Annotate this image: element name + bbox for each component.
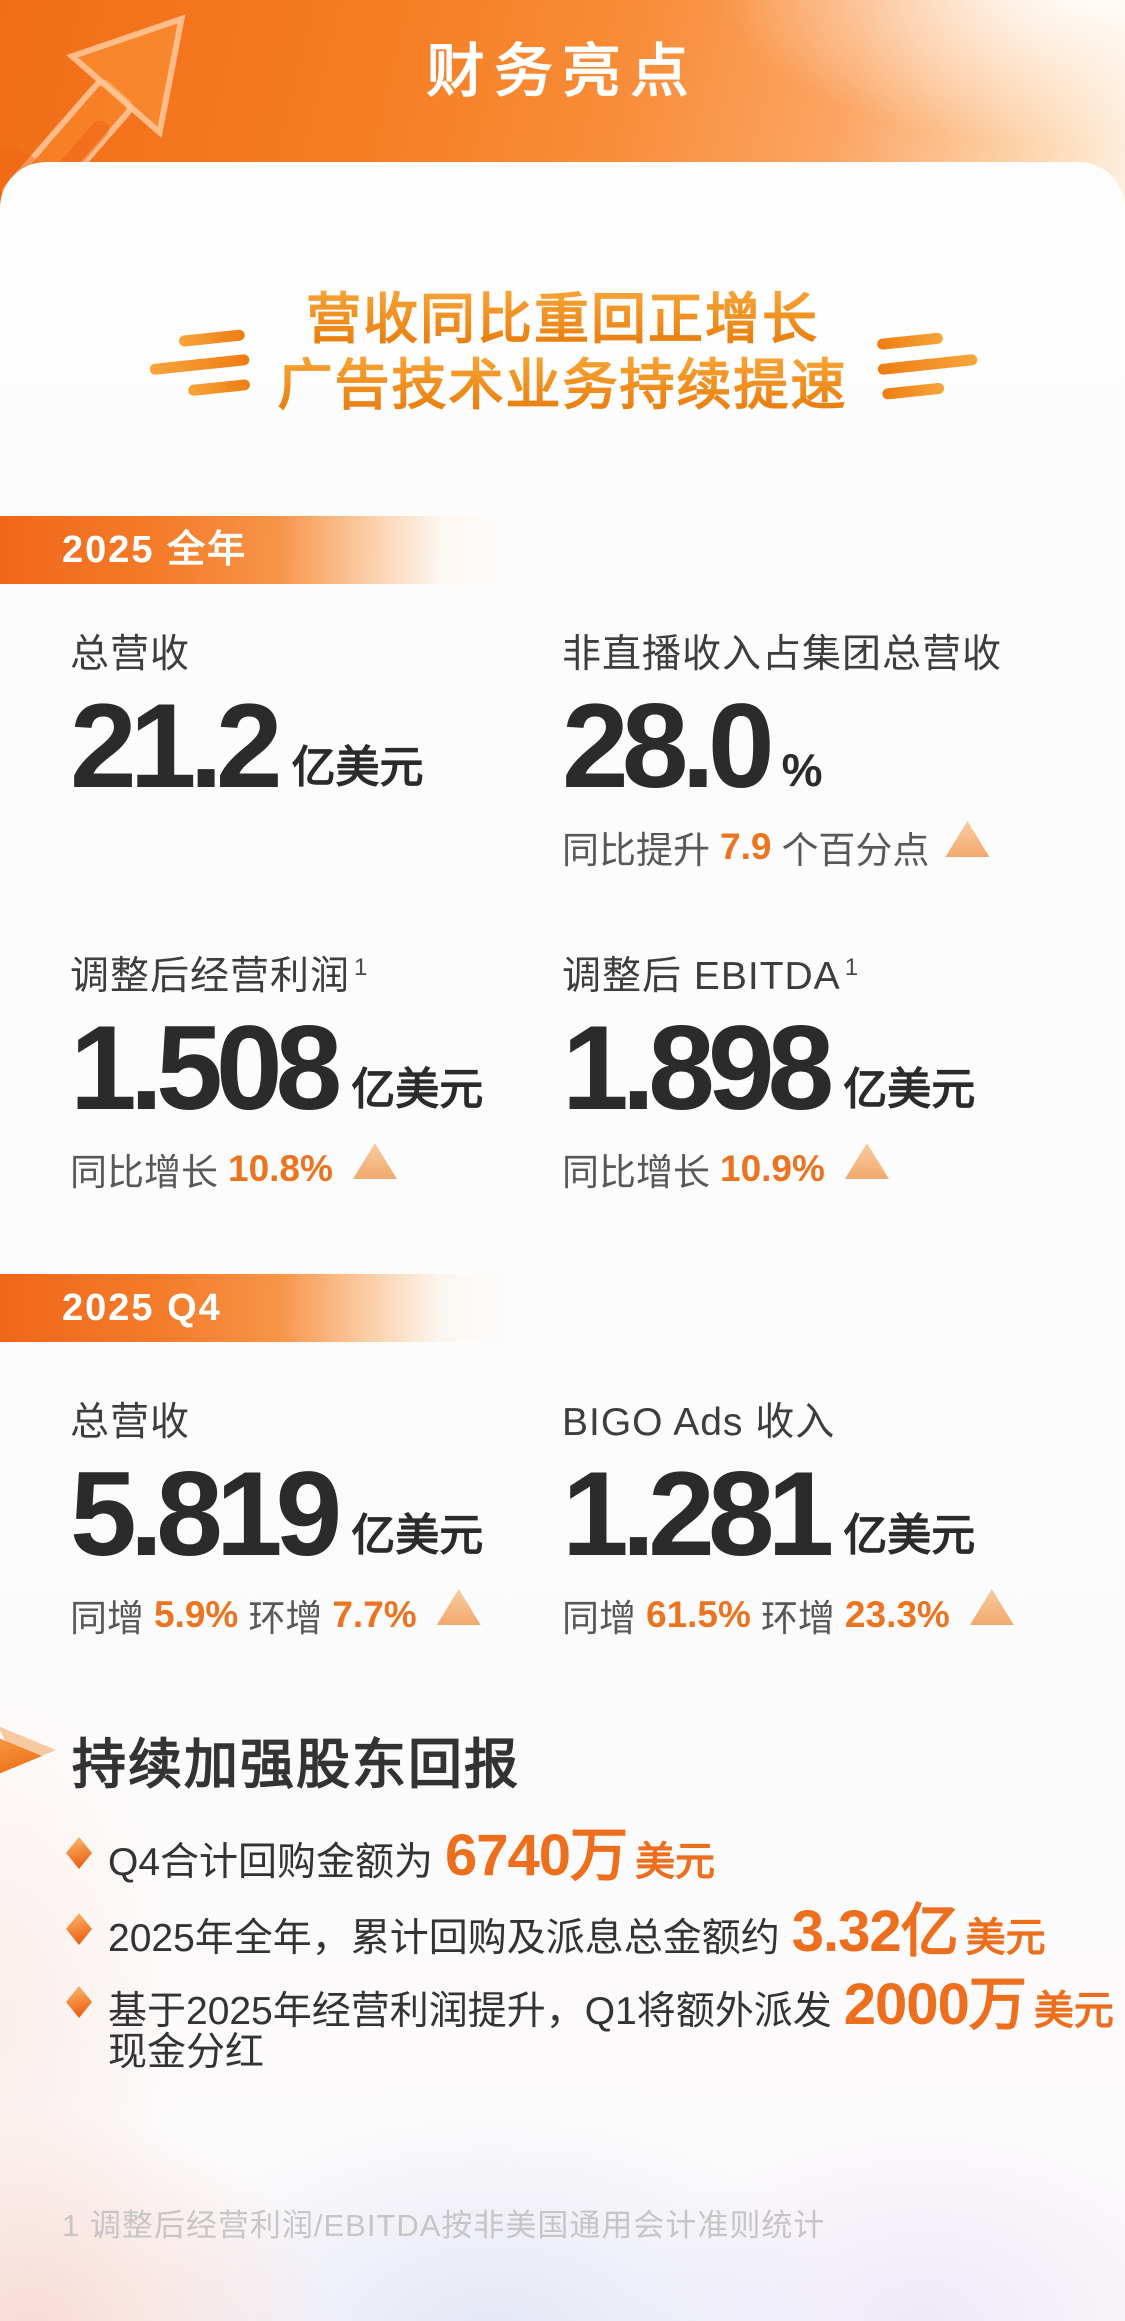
metric-fy-adj-operating-profit: 调整后经营利润 1 1.508 亿美元 同比增长 10.8% — [70, 943, 610, 1196]
subtitle: 营收同比重回正增长 广告技术业务持续提速 — [0, 286, 1125, 418]
metric-value: 1.281 — [562, 1447, 834, 1581]
metric-note: 同比增长 10.9% — [562, 1142, 1102, 1196]
note-value: 61.5% — [646, 1594, 751, 1635]
metric-label: BIGO Ads 收入 — [562, 1401, 836, 1444]
metric-unit: 亿美元 — [351, 1065, 484, 1114]
bullet-currency: 美元 — [635, 1840, 716, 1884]
metric-q4-bigo-ads-revenue: BIGO Ads 收入 1.281 亿美元 同增 61.5% 环增 23.3% — [562, 1398, 1102, 1642]
subtitle-line-2: 广告技术业务持续提速 — [0, 352, 1125, 418]
triangle-up-icon — [969, 1589, 1014, 1625]
metric-value: 5.819 — [70, 1447, 342, 1581]
note-prefix: 环增 — [760, 1598, 835, 1639]
metric-note: 同增 5.9% 环增 7.7% — [70, 1588, 610, 1642]
bullet-text: Q4合计回购金额为 — [108, 1841, 434, 1884]
metric-unit: 亿美元 — [351, 1511, 484, 1560]
triangle-up-icon — [436, 1589, 481, 1625]
note-value: 10.9% — [720, 1148, 825, 1189]
bullet-q4-buyback: Q4合计回购金额为 6740万 美元 — [66, 1808, 715, 1898]
metric-label: 非直播收入占集团总营收 — [562, 633, 1003, 676]
metric-label: 调整后经营利润 — [70, 955, 351, 998]
metric-label: 调整后 EBITDA — [562, 955, 841, 998]
metric-value: 28.0 — [562, 679, 775, 813]
bullet-text: 基于2025年经营利润提升，Q1将额外派发 — [108, 1990, 832, 2033]
bullet-q1-extra-dividend: 基于2025年经营利润提升，Q1将额外派发 2000万 美元 — [66, 1957, 1114, 2047]
metric-fy-total-revenue: 总营收 21.2 亿美元 — [70, 630, 610, 813]
note-prefix: 环增 — [248, 1598, 323, 1639]
note-prefix: 同增 — [70, 1598, 144, 1639]
bullet-amount: 6740万 — [445, 1823, 628, 1888]
metric-note: 同比提升 7.9 个百分点 — [562, 820, 1102, 874]
note-value: 10.8% — [228, 1148, 333, 1189]
metric-unit: 亿美元 — [843, 1065, 976, 1114]
note-prefix: 同比增长 — [562, 1152, 710, 1193]
note-value: 23.3% — [844, 1594, 950, 1635]
note-value: 7.9 — [720, 826, 772, 867]
metric-label: 总营收 — [70, 1401, 191, 1444]
triangle-up-icon — [945, 821, 990, 857]
metric-unit: 亿美元 — [843, 1511, 976, 1560]
arrow-right-icon — [0, 1726, 56, 1780]
metric-unit: 亿美元 — [291, 743, 424, 792]
note-value: 7.7% — [332, 1594, 417, 1635]
bullet-text: 2025年全年，累计回购及派息总金额约 — [108, 1917, 780, 1960]
badge-2025-full-year: 2025 全年 — [0, 516, 580, 584]
metric-fy-adj-ebitda: 调整后 EBITDA 1 1.898 亿美元 同比增长 10.9% — [562, 943, 1102, 1196]
metric-fy-nonlive-share: 非直播收入占集团总营收 28.0 % 同比提升 7.9 个百分点 — [562, 630, 1102, 874]
bullet-currency: 美元 — [1033, 1989, 1114, 2033]
metric-note: 同增 61.5% 环增 23.3% — [562, 1588, 1102, 1642]
metric-unit: % — [781, 744, 823, 796]
bullet-currency: 美元 — [965, 1916, 1046, 1960]
subtitle-line-1: 营收同比重回正增长 — [0, 286, 1125, 352]
footnote-marker: 1 — [844, 954, 860, 981]
diamond-bullet-icon — [66, 1986, 92, 2018]
metric-q4-total-revenue: 总营收 5.819 亿美元 同增 5.9% 环增 7.7% — [70, 1398, 610, 1642]
note-prefix: 同比提升 — [562, 830, 710, 871]
metric-value: 21.2 — [70, 679, 283, 813]
metric-value: 1.508 — [70, 1001, 342, 1135]
note-value: 5.9% — [154, 1594, 239, 1635]
metric-value: 1.898 — [562, 1001, 834, 1135]
badge-2025-q4: 2025 Q4 — [0, 1274, 580, 1342]
footnote: 1 调整后经营利润/EBITDA按非美国通用会计准则统计 — [62, 2208, 826, 2243]
bullet-continuation: 现金分红 — [108, 2031, 265, 2074]
metric-label: 总营收 — [70, 633, 191, 676]
note-suffix: 个百分点 — [781, 830, 930, 871]
note-prefix: 同增 — [562, 1598, 636, 1639]
diamond-bullet-icon — [66, 1837, 92, 1869]
triangle-up-icon — [844, 1143, 889, 1179]
content-card: 营收同比重回正增长 广告技术业务持续提速 2025 全年 总营收 21.2 亿美… — [0, 162, 1125, 2321]
bullet-amount: 2000万 — [843, 1972, 1027, 2037]
footnote-marker: 1 — [354, 954, 369, 981]
bullet-fy-buyback-dividend: 2025年全年，累计回购及派息总金额约 3.32亿 美元 — [66, 1884, 1046, 1974]
triangle-up-icon — [352, 1143, 397, 1179]
metric-note: 同比增长 10.8% — [70, 1142, 610, 1196]
note-prefix: 同比增长 — [70, 1152, 218, 1193]
page-title: 财务亮点 — [426, 39, 699, 104]
diamond-bullet-icon — [66, 1913, 92, 1945]
bullet-amount: 3.32亿 — [791, 1899, 959, 1964]
section-title-shareholder-returns: 持续加强股东回报 — [72, 1735, 520, 1795]
